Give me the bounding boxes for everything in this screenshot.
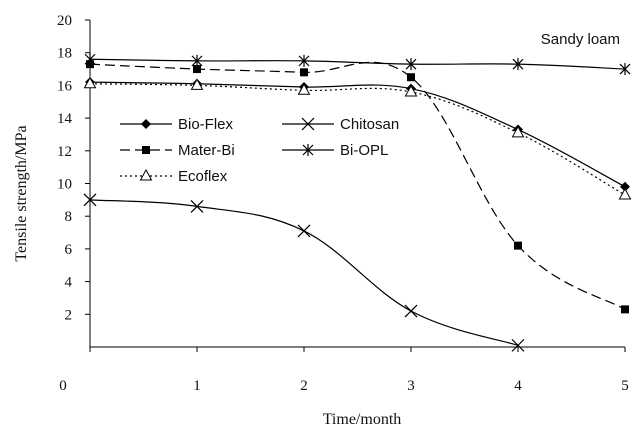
point-mater-bi-marker bbox=[193, 65, 201, 74]
legend-item-bio-flex: Bio-Flex bbox=[120, 116, 234, 133]
point-bi-opl-marker bbox=[619, 63, 631, 76]
series-bio-flex bbox=[85, 77, 630, 192]
legend-ecoflex-marker bbox=[139, 168, 153, 181]
point-chitosan-marker bbox=[83, 193, 97, 207]
point-chitosan-marker bbox=[190, 199, 204, 213]
point-mater-bi-marker bbox=[300, 68, 308, 77]
y-axis-ticks: 2 4 6 8 10 12 14 16 18 20 bbox=[57, 13, 90, 323]
series-ecoflex bbox=[83, 76, 632, 200]
point-mater-bi-marker bbox=[621, 305, 629, 314]
legend-item-mater-bi: Mater-Bi bbox=[120, 142, 235, 159]
point-mater-bi-marker bbox=[514, 241, 522, 250]
point-bio-flex-marker bbox=[620, 181, 630, 192]
x-tick-label: 1 bbox=[193, 378, 201, 394]
point-mater-bi-marker bbox=[407, 73, 415, 82]
soil-type-annotation: Sandy loam bbox=[541, 31, 620, 48]
series-bi-opl bbox=[84, 53, 631, 76]
x-tick-label: 0 bbox=[59, 378, 67, 394]
legend-bio-flex-marker bbox=[141, 119, 151, 129]
legend-bi-opl-marker bbox=[302, 144, 314, 156]
point-ecoflex-marker bbox=[83, 76, 97, 89]
point-ecoflex-marker bbox=[404, 84, 418, 97]
legend-label-bi-opl: Bi-OPL bbox=[340, 142, 388, 159]
legend-label-bio-flex: Bio-Flex bbox=[178, 116, 234, 133]
point-chitosan-marker bbox=[297, 224, 311, 238]
series-line-bio-flex bbox=[89, 81, 626, 188]
legend-label-mater-bi: Mater-Bi bbox=[178, 142, 235, 159]
y-tick-label: 4 bbox=[65, 275, 73, 291]
point-bi-opl-marker bbox=[298, 54, 310, 67]
legend-item-chitosan: Chitosan bbox=[282, 116, 399, 133]
y-tick-label: 16 bbox=[57, 78, 73, 94]
y-tick-label: 12 bbox=[57, 144, 72, 160]
point-chitosan-marker bbox=[404, 304, 418, 318]
x-axis-title: Time/month bbox=[323, 411, 402, 428]
y-tick-label: 20 bbox=[57, 13, 72, 29]
series-line-chitosan bbox=[89, 199, 519, 346]
series-line-bi-opl bbox=[89, 58, 626, 70]
point-bi-opl-marker bbox=[512, 58, 524, 71]
x-axis-ticks: 0 1 2 3 4 5 bbox=[59, 347, 629, 394]
legend-item-bi-opl: Bi-OPL bbox=[282, 142, 388, 159]
y-axis-title: Tensile strength/MPa bbox=[13, 125, 30, 261]
point-bi-opl-marker bbox=[405, 58, 417, 71]
point-bi-opl-marker bbox=[84, 53, 96, 66]
x-tick-label: 2 bbox=[300, 378, 308, 394]
point-ecoflex-marker bbox=[190, 78, 204, 90]
x-tick-label: 5 bbox=[621, 378, 629, 394]
legend: Bio-Flex Mater-Bi Ecoflex Chitosan Bi-OPL bbox=[120, 116, 399, 185]
series-line-ecoflex bbox=[89, 83, 626, 196]
legend-item-ecoflex: Ecoflex bbox=[120, 168, 228, 185]
legend-label-ecoflex: Ecoflex bbox=[178, 168, 228, 185]
y-tick-label: 10 bbox=[57, 177, 72, 193]
y-tick-label: 2 bbox=[65, 307, 73, 323]
x-tick-label: 3 bbox=[407, 378, 415, 394]
series-mater-bi bbox=[86, 60, 629, 314]
y-tick-label: 18 bbox=[57, 46, 72, 62]
point-chitosan-marker bbox=[511, 338, 525, 352]
point-bi-opl-marker bbox=[191, 54, 203, 67]
y-tick-label: 6 bbox=[65, 242, 73, 258]
series-layer bbox=[83, 53, 632, 352]
point-ecoflex-marker bbox=[618, 187, 632, 200]
point-ecoflex-marker bbox=[297, 83, 311, 95]
axes bbox=[89, 20, 625, 348]
legend-mater-bi-marker bbox=[142, 146, 150, 154]
series-line-mater-bi bbox=[89, 61, 626, 310]
series-chitosan bbox=[83, 193, 525, 352]
y-tick-label: 14 bbox=[57, 111, 73, 127]
x-tick-label: 4 bbox=[514, 378, 522, 394]
y-tick-label: 8 bbox=[65, 209, 73, 225]
legend-chitosan-marker bbox=[301, 117, 315, 131]
legend-label-chitosan: Chitosan bbox=[340, 116, 399, 133]
point-ecoflex-marker bbox=[511, 125, 525, 138]
